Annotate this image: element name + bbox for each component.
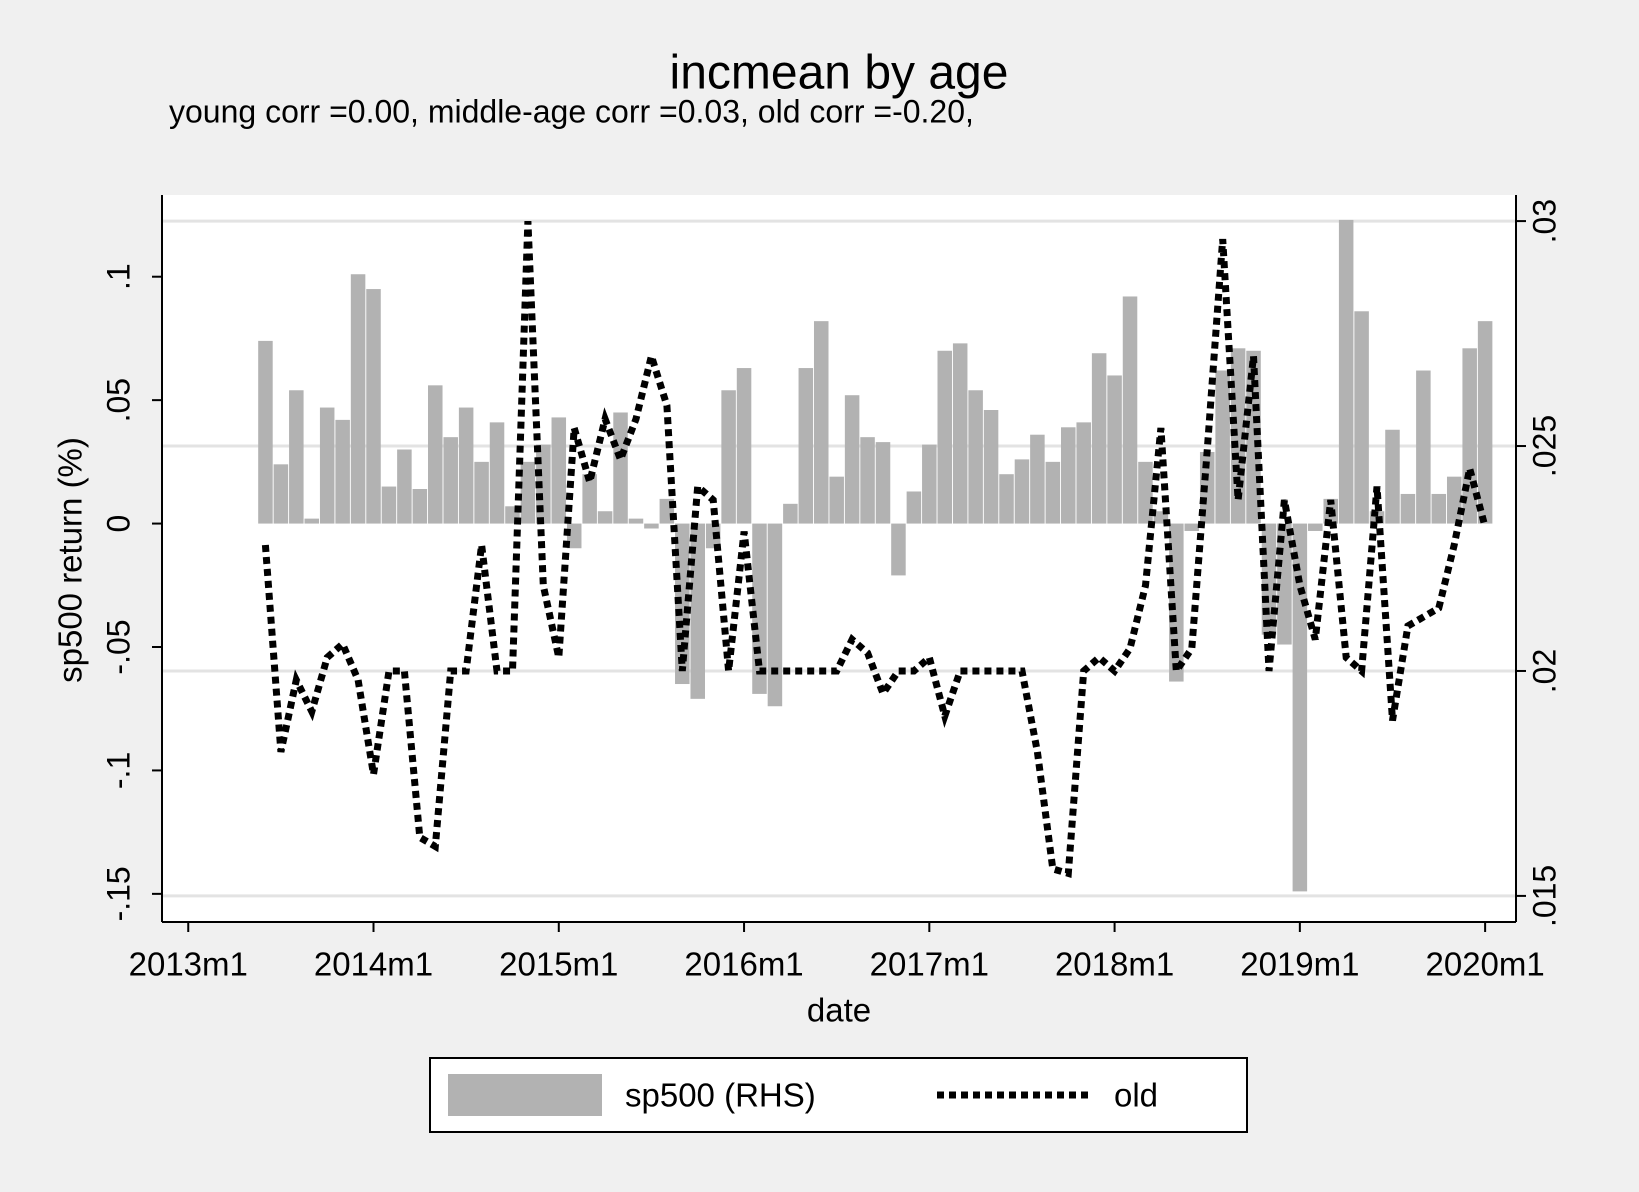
bar: [1091, 353, 1107, 524]
y-tick-label: -.1: [100, 752, 136, 789]
legend-swatch: [448, 1074, 602, 1116]
bar: [644, 523, 659, 529]
bar: [1446, 476, 1462, 524]
bar: [520, 461, 536, 524]
bar: [1292, 523, 1308, 892]
bar: [628, 518, 644, 524]
bar: [860, 437, 875, 524]
bar: [350, 274, 366, 524]
y2-tick-label: .025: [1526, 415, 1562, 477]
x-tick-label: 2017m1: [870, 946, 989, 983]
legend-label: sp500 (RHS): [625, 1077, 816, 1114]
bar: [844, 395, 860, 524]
bar: [273, 464, 289, 524]
bar: [258, 340, 273, 524]
bar: [397, 449, 412, 524]
bar: [428, 385, 443, 524]
bar: [1400, 493, 1416, 524]
bar: [813, 321, 829, 524]
bar: [983, 410, 999, 524]
bar: [474, 461, 489, 524]
bar: [536, 444, 551, 524]
bar: [1215, 370, 1230, 524]
bar: [551, 417, 567, 524]
bar: [489, 422, 505, 524]
bar: [891, 523, 906, 576]
bar: [1354, 311, 1369, 524]
bar: [319, 407, 335, 524]
bar: [1462, 348, 1477, 524]
bar: [968, 390, 983, 524]
y-axis-label: sp500 return (%): [52, 437, 89, 683]
bar: [767, 523, 783, 707]
bar: [381, 486, 397, 524]
y-tick-label: 0: [100, 515, 136, 533]
bar: [1416, 370, 1431, 524]
bar: [1308, 523, 1323, 531]
bar: [597, 511, 613, 524]
y-tick-label: -.05: [100, 619, 136, 674]
bar: [1107, 375, 1122, 524]
x-tick-label: 2013m1: [129, 946, 248, 983]
y2-tick-label: .03: [1526, 199, 1562, 243]
bar: [335, 419, 350, 524]
line: [261, 220, 1489, 878]
x-tick-label: 2015m1: [499, 946, 618, 983]
x-tick-label: 2020m1: [1425, 946, 1544, 983]
y2-tick-label: .02: [1526, 649, 1562, 693]
bar: [875, 442, 891, 524]
bar: [1030, 434, 1045, 524]
bar: [613, 412, 628, 524]
bar: [798, 368, 814, 524]
bar: [1477, 321, 1493, 524]
bar: [999, 474, 1014, 524]
x-axis-label: date: [807, 992, 871, 1029]
bar: [952, 343, 968, 524]
chart-subtitle: young corr =0.00, middle-age corr =0.03,…: [169, 93, 974, 129]
bar: [1061, 427, 1076, 524]
y-tick-label: .05: [100, 378, 136, 422]
bar: [304, 518, 320, 524]
bar: [1014, 459, 1030, 524]
bar: [721, 390, 736, 524]
bar: [1045, 461, 1061, 524]
x-tick-label: 2016m1: [684, 946, 803, 983]
y-tick-label: -.15: [100, 866, 136, 921]
bar: [783, 503, 798, 524]
bar: [922, 444, 937, 524]
y-tick-label: .1: [100, 263, 136, 290]
bar: [1338, 219, 1354, 524]
bar: [690, 523, 705, 699]
bar: [458, 407, 474, 524]
legend-label: old: [1114, 1077, 1158, 1114]
x-tick-label: 2018m1: [1055, 946, 1174, 983]
chart-title: incmean by age: [670, 47, 1009, 100]
x-tick-label: 2014m1: [314, 946, 433, 983]
bar: [937, 350, 953, 524]
bar: [1138, 461, 1153, 524]
bar: [412, 489, 428, 524]
bar: [1076, 422, 1091, 524]
bar: [289, 390, 304, 524]
x-tick-label: 2019m1: [1240, 946, 1359, 983]
bar: [443, 437, 458, 524]
bar: [1184, 523, 1200, 531]
bar: [366, 289, 381, 524]
y2-tick-label: .015: [1526, 865, 1562, 927]
bar: [1385, 429, 1400, 524]
bar: [582, 474, 597, 524]
bar: [1122, 296, 1138, 524]
bar: [906, 491, 922, 524]
bar: [1431, 493, 1447, 524]
bar: [736, 368, 752, 524]
bar: [829, 476, 844, 524]
